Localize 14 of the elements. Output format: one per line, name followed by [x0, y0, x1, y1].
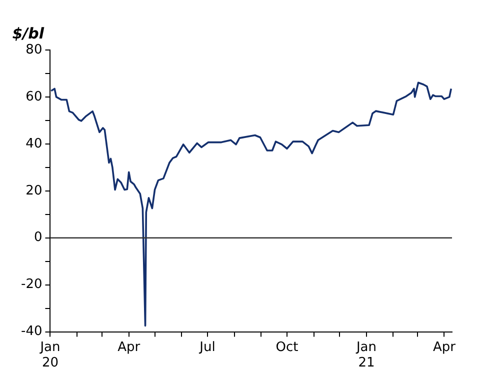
- x-tick-label: Apr: [118, 340, 141, 355]
- y-tick-label: 60: [26, 89, 42, 104]
- x-tick-label: Jul: [198, 340, 216, 355]
- x-tick-label: Oct: [276, 340, 298, 355]
- y-tick-label: -40: [21, 324, 42, 340]
- y-tick-label: -20: [21, 277, 42, 292]
- y-tick-label: 20: [26, 183, 42, 198]
- y-axis-title: $/bl: [12, 24, 45, 42]
- y-tick-label: 0: [34, 230, 42, 246]
- x-tick-label: Jan 20: [39, 340, 60, 371]
- y-tick-label: 40: [26, 136, 42, 152]
- x-tick-label: Apr: [432, 340, 456, 355]
- x-tick-label: Jan 21: [355, 340, 376, 371]
- y-tick-label: 80: [26, 42, 42, 58]
